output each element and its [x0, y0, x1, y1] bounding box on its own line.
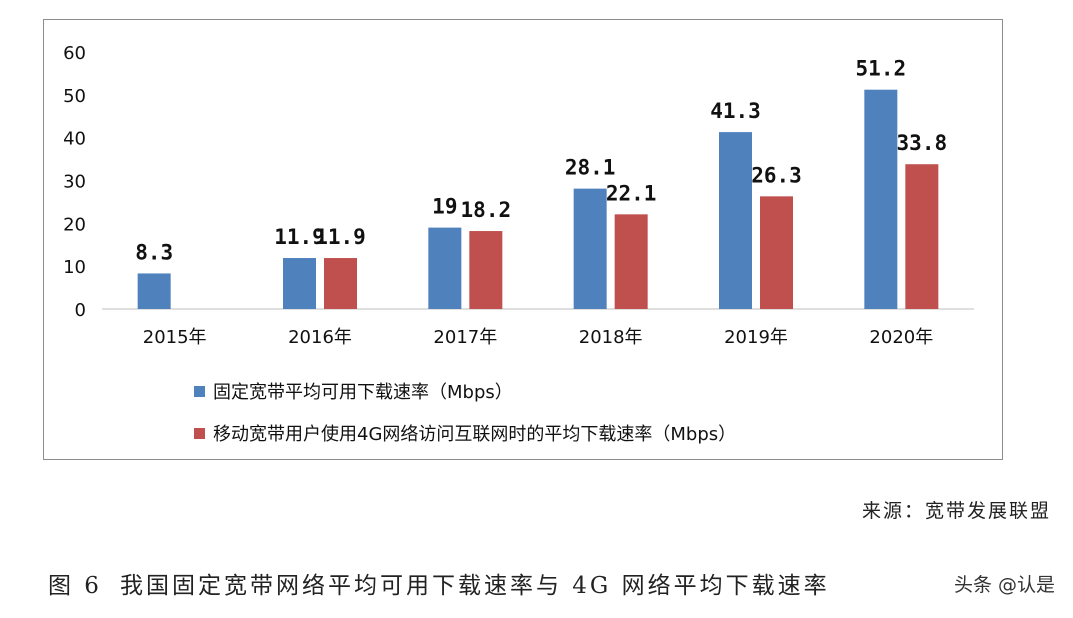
- bar-mobile: [760, 196, 793, 309]
- y-tick-label: 30: [63, 172, 86, 193]
- bar-mobile: [614, 214, 648, 309]
- x-tick-label: 2020年: [869, 327, 933, 348]
- figure-caption: 图 6 我国固定宽带网络平均可用下载速率与 4G 网络平均下载速率: [48, 566, 830, 600]
- bar-fixed: [283, 258, 316, 309]
- bar-fixed: [137, 273, 171, 309]
- data-label: 19: [432, 195, 457, 219]
- chart-frame: 0 10 20 30 40 50 60 8.3 2015年 11.9 11.9 2016年 19 18.2…: [43, 19, 1003, 460]
- bar-fixed: [719, 132, 752, 309]
- data-label: 33.8: [897, 131, 948, 155]
- data-label: 22.1: [606, 181, 657, 205]
- legend-swatch-mobile: [194, 427, 205, 439]
- legend-item-mobile: 移动宽带用户使用4G网络访问互联网时的平均下载速率（Mbps）: [194, 420, 736, 446]
- source-note: 来源：宽带发展联盟: [861, 500, 1051, 522]
- legend-swatch-fixed: [194, 385, 205, 397]
- y-tick-label: 50: [63, 86, 86, 107]
- data-label: 28.1: [565, 156, 616, 180]
- data-label: 8.3: [135, 240, 173, 264]
- legend-label-fixed: 固定宽带平均可用下载速率（Mbps）: [213, 382, 513, 403]
- bar-chart: 0 10 20 30 40 50 60 8.3 2015年 11.911.9 2016年 19 18.2…: [63, 43, 974, 348]
- y-tick-label: 60: [63, 43, 86, 64]
- y-tick-label: 40: [63, 129, 86, 150]
- bar-fixed: [573, 188, 607, 309]
- figure-title: 我国固定宽带网络平均可用下载速率与 4G 网络平均下载速率: [119, 573, 830, 599]
- bar-fixed: [864, 89, 898, 310]
- bar-mobile: [324, 258, 357, 309]
- y-tick-label: 0: [75, 300, 86, 321]
- x-tick-label: 2019年: [724, 327, 788, 348]
- y-tick-label: 10: [63, 257, 86, 278]
- y-tick-label: 20: [63, 214, 86, 235]
- data-label: 41.3: [710, 99, 761, 123]
- data-label: 18.2: [461, 198, 512, 222]
- data-label: 11.9: [315, 225, 366, 249]
- x-tick-label: 2017年: [433, 327, 497, 348]
- x-tick-label: 2018年: [579, 327, 643, 348]
- legend-item-fixed: 固定宽带平均可用下载速率（Mbps）: [194, 378, 513, 404]
- data-label: 51.2: [856, 57, 907, 81]
- legend-label-mobile: 移动宽带用户使用4G网络访问互联网时的平均下载速率（Mbps）: [213, 424, 737, 445]
- watermark-text: 头条 @认是: [953, 570, 1055, 597]
- x-tick-label: 2016年: [288, 327, 352, 348]
- data-label: 11.9: [274, 225, 325, 249]
- x-tick-label: 2015年: [143, 327, 207, 348]
- bar-fixed: [428, 227, 462, 309]
- bar-mobile: [469, 231, 503, 309]
- bar-mobile: [905, 164, 939, 309]
- figure-number: 图 6: [48, 573, 102, 599]
- data-label: 26.3: [751, 163, 802, 187]
